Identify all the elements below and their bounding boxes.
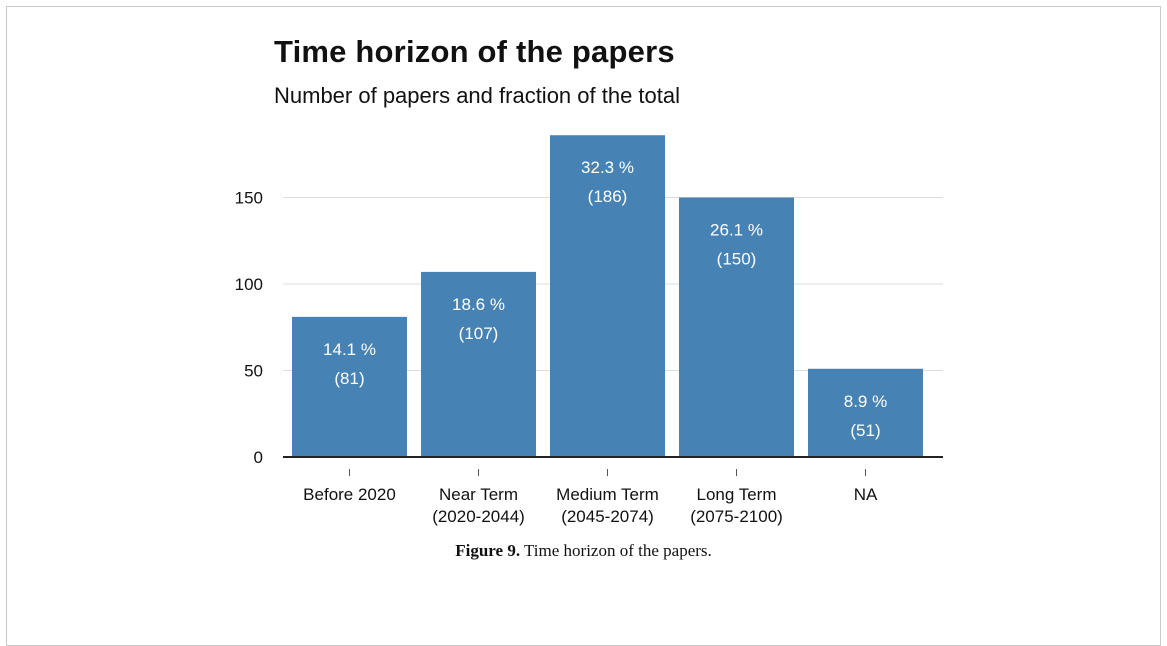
bar bbox=[679, 197, 794, 457]
bar bbox=[550, 135, 665, 457]
bar-count-label: (51) bbox=[850, 421, 880, 440]
x-tick-label: Near Term bbox=[439, 485, 518, 504]
y-tick-label: 100 bbox=[235, 275, 263, 294]
bar-percent-label: 8.9 % bbox=[844, 392, 887, 411]
axis-layer: 0 50 100 150 Before 2020 Near Term (2020-2044)… bbox=[235, 189, 943, 526]
x-tick-label: NA bbox=[854, 485, 878, 504]
bar-percent-label: 18.6 % bbox=[452, 295, 505, 314]
x-tick-label: (2020-2044) bbox=[432, 507, 525, 526]
caption-label: Figure 9. bbox=[455, 541, 521, 560]
x-tick-label: Long Term bbox=[696, 485, 776, 504]
bar-count-label: (107) bbox=[459, 324, 499, 343]
y-tick-label: 50 bbox=[244, 362, 263, 381]
bar-percent-label: 32.3 % bbox=[581, 158, 634, 177]
caption-text: Time horizon of the papers. bbox=[520, 541, 712, 560]
bar-percent-label: 14.1 % bbox=[323, 340, 376, 359]
bar-percent-label: 26.1 % bbox=[710, 221, 763, 240]
y-tick-label: 150 bbox=[235, 189, 263, 208]
bar-count-label: (150) bbox=[717, 250, 757, 269]
bar-count-label: (81) bbox=[334, 369, 364, 388]
x-tick-label: (2075-2100) bbox=[690, 507, 783, 526]
bar-count-label: (186) bbox=[588, 187, 628, 206]
label-layer: 14.1 % (81) 18.6 % (107) 32.3 % (186) 26.1 % (1… bbox=[323, 158, 887, 440]
bar-chart: 0 50 100 150 Before 2020 Near Term (2020-2044)… bbox=[235, 135, 943, 526]
chart-title: Time horizon of the papers bbox=[274, 34, 675, 69]
y-tick-label: 0 bbox=[254, 448, 263, 467]
figure-caption: Figure 9. Time horizon of the papers. bbox=[0, 541, 1167, 561]
x-tick-label: Before 2020 bbox=[303, 485, 396, 504]
x-tick-label: Medium Term bbox=[556, 485, 659, 504]
x-tick-label: (2045-2074) bbox=[561, 507, 654, 526]
bar-layer bbox=[292, 135, 923, 457]
bar bbox=[808, 368, 923, 457]
bar bbox=[292, 316, 407, 457]
bar bbox=[421, 271, 536, 457]
chart-subtitle: Number of papers and fraction of the tot… bbox=[274, 83, 681, 108]
